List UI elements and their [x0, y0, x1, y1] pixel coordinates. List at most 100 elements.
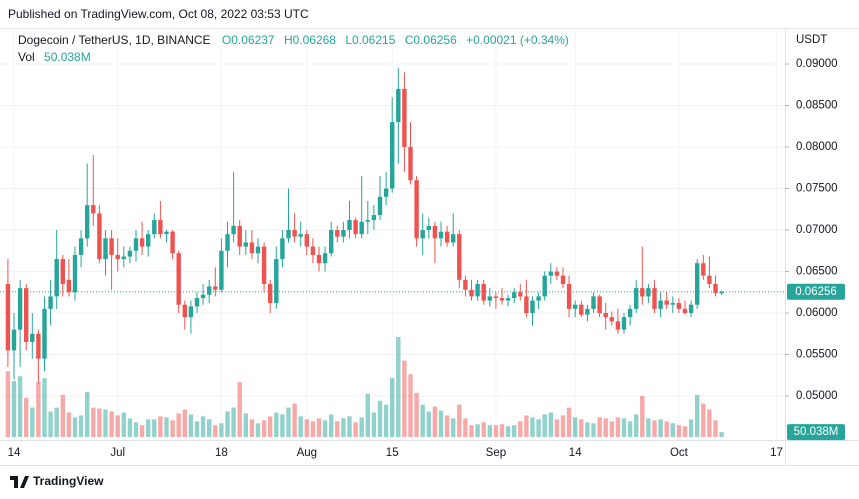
volume-bar — [243, 413, 248, 437]
volume-bar — [30, 407, 35, 437]
candle-body — [548, 271, 553, 276]
volume-bar — [566, 407, 572, 437]
volume-bar — [139, 425, 145, 437]
candle-body — [176, 253, 181, 305]
volume-bar — [377, 400, 383, 437]
candle-body — [5, 283, 11, 351]
volume-bar — [194, 421, 200, 437]
x-tick-label: 14 — [569, 447, 582, 459]
volume-legend: Vol 50.038M — [18, 50, 91, 64]
volume-bar — [615, 417, 621, 437]
volume-bar — [36, 382, 41, 437]
volume-bar — [676, 425, 682, 437]
candle-body — [292, 230, 297, 237]
candle-body — [213, 286, 218, 290]
volume-bar — [420, 404, 425, 437]
volume-bar — [54, 407, 59, 437]
x-tick-label: Aug — [297, 447, 317, 459]
volume-bar — [176, 413, 181, 437]
candle-body — [634, 288, 639, 309]
volume-bar — [451, 418, 456, 437]
candle-body — [560, 275, 566, 284]
candle-body — [54, 259, 59, 297]
volume-bar — [249, 419, 255, 437]
candle-body — [658, 300, 663, 309]
y-tick-label: 0.07500 — [796, 183, 838, 195]
candle-body — [42, 308, 47, 359]
candle-body — [707, 275, 712, 284]
candle-body — [713, 283, 718, 294]
volume-bar — [322, 420, 328, 437]
legend-close: C0.06256 — [405, 33, 457, 47]
candle-body — [530, 300, 535, 314]
candle-body — [237, 225, 242, 247]
volume-bar — [463, 418, 468, 437]
volume-bar — [5, 371, 11, 437]
candle-body — [609, 317, 614, 322]
candle-body — [347, 220, 352, 231]
candle-body — [585, 308, 590, 315]
volume-bar — [11, 381, 17, 437]
volume-bar — [664, 421, 669, 437]
candle-body — [109, 238, 114, 255]
candle-body — [469, 289, 474, 297]
candle-body — [542, 275, 547, 297]
volume-bar — [60, 394, 65, 437]
candle-body — [505, 298, 511, 301]
candle-body — [493, 296, 499, 299]
volume-bar — [146, 419, 151, 437]
published-note: Published on TradingView.com, Oct 08, 20… — [8, 7, 309, 21]
volume-bar — [432, 406, 438, 437]
legend-low: L0.06215 — [345, 33, 395, 47]
candle-body — [383, 188, 389, 197]
volume-bar — [85, 391, 90, 437]
volume-bar — [42, 378, 47, 437]
candle-body — [17, 288, 23, 330]
candle-body — [194, 298, 200, 307]
volume-bar — [536, 419, 541, 437]
candle-body — [451, 234, 456, 243]
volume-bar — [481, 422, 486, 437]
candle-body — [341, 230, 346, 237]
volume-bar — [505, 426, 511, 437]
y-tick-label: 0.08500 — [796, 100, 838, 112]
volume-last: 50.038M — [44, 50, 91, 64]
candle-body — [457, 234, 462, 280]
candle-body — [670, 303, 675, 305]
candle-body — [512, 292, 517, 299]
candle-body — [91, 205, 96, 214]
x-tick-label: Sep — [486, 447, 506, 459]
legend-change: +0.00021 (+0.34%) — [466, 33, 569, 47]
volume-bar — [72, 417, 78, 437]
candle-body — [225, 234, 230, 251]
y-tick-label: 0.08000 — [796, 141, 838, 153]
legend-row: Dogecoin / TetherUS, 1D, BINANCE O0.0623… — [18, 33, 569, 47]
volume-bar — [688, 419, 694, 437]
volume-bar — [213, 425, 218, 437]
candle-body — [280, 238, 285, 260]
volume-bar — [66, 412, 72, 437]
legend-open: O0.06237 — [222, 33, 275, 47]
volume-bar — [280, 414, 285, 437]
volume-bar — [17, 376, 23, 437]
candle-body — [444, 231, 450, 243]
x-tick-label: 15 — [386, 447, 399, 459]
candle-body — [676, 303, 682, 309]
volume-bar — [109, 411, 114, 437]
candle-body — [371, 215, 377, 221]
candle-body — [48, 296, 53, 309]
volume-bar — [383, 404, 389, 437]
x-tick-label: 17 — [770, 447, 783, 459]
volume-bar — [524, 415, 529, 437]
candle-body — [97, 213, 102, 260]
volume-bar — [219, 423, 224, 437]
candle-body — [652, 288, 657, 309]
candle-body — [146, 234, 151, 247]
candle-body — [615, 321, 621, 330]
candle-body — [139, 238, 145, 247]
candle-body — [255, 246, 261, 254]
candle-body — [414, 180, 419, 239]
candle-body — [536, 296, 541, 301]
volume-bar — [695, 394, 700, 437]
candle-body — [304, 234, 309, 247]
